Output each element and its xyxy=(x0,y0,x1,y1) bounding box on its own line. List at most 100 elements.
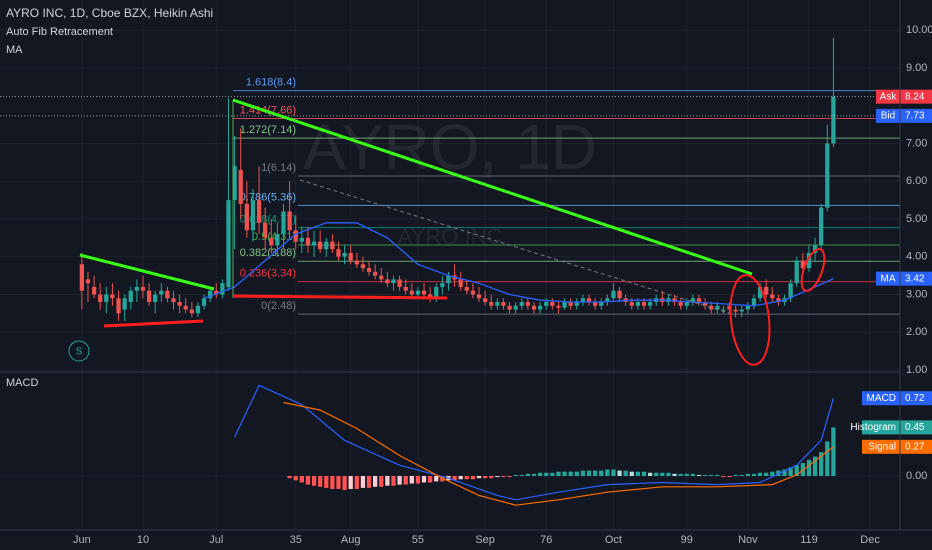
histogram-bar xyxy=(324,475,329,488)
histogram-bar xyxy=(354,475,359,489)
histogram-bar xyxy=(519,474,524,476)
fib-label: 0.236(3.34) xyxy=(240,268,296,280)
histogram-bar xyxy=(733,474,738,476)
candle-body xyxy=(812,245,818,253)
indicator-label[interactable]: Auto Fib Retracement xyxy=(6,26,113,38)
histogram-bar xyxy=(574,471,579,476)
indicator-value: 0.45 xyxy=(905,422,925,433)
candle-body xyxy=(531,305,537,310)
candle-body xyxy=(507,305,512,310)
candle-body xyxy=(385,279,390,284)
x-tick-label: Aug xyxy=(341,534,361,546)
candle-body xyxy=(819,207,824,246)
candle-body xyxy=(232,166,237,201)
candle-body xyxy=(171,298,176,303)
candle-body xyxy=(403,286,408,291)
candle-body xyxy=(177,302,182,306)
indicator-label[interactable]: MA xyxy=(6,44,23,56)
histogram-bar xyxy=(721,475,726,478)
histogram-bar xyxy=(415,475,421,484)
candle-body xyxy=(128,290,133,303)
x-tick-label: Jul xyxy=(209,534,223,546)
histogram-bar xyxy=(715,474,720,476)
candle-body xyxy=(201,298,207,306)
candle-body xyxy=(299,237,304,242)
y-tick-label: 1.00 xyxy=(906,364,927,376)
histogram-bar xyxy=(421,475,427,483)
drawings xyxy=(68,98,826,366)
marker-label[interactable]: S xyxy=(76,347,83,358)
indicator-box xyxy=(862,420,932,435)
histogram-bar xyxy=(428,475,433,483)
histogram-bar xyxy=(348,475,353,489)
candle-body xyxy=(764,286,769,295)
candle-body xyxy=(501,302,506,306)
candle-body xyxy=(324,241,329,250)
candle-body xyxy=(391,279,396,284)
candle-body xyxy=(293,230,298,242)
histogram-bar xyxy=(599,470,604,476)
candle-body xyxy=(580,298,586,303)
marker-icon[interactable] xyxy=(68,340,90,362)
trend-line xyxy=(232,294,448,300)
histogram-bar xyxy=(660,472,665,476)
histogram-bar xyxy=(623,470,628,476)
histogram-bar xyxy=(360,475,366,488)
quote-box xyxy=(876,271,932,286)
histogram-bar xyxy=(702,474,708,476)
candle-body xyxy=(397,279,402,287)
candle-body xyxy=(586,298,592,303)
histogram-bar xyxy=(684,473,689,476)
candle-body xyxy=(165,290,170,299)
candle-body xyxy=(806,252,812,269)
histogram-bar xyxy=(647,472,653,476)
y-tick-label: 10.00 xyxy=(906,24,932,36)
candle-body xyxy=(678,302,683,306)
histogram-bar xyxy=(366,475,372,488)
y-tick-label: 9.00 xyxy=(906,62,927,74)
histogram-bar xyxy=(495,475,500,478)
candle-body xyxy=(599,302,604,306)
x-tick-label: 10 xyxy=(137,534,149,546)
candle-body xyxy=(690,298,696,303)
candle-body xyxy=(519,302,524,306)
candle-body xyxy=(550,302,555,306)
highlight-ellipse xyxy=(729,274,771,366)
y-tick-label: 7.00 xyxy=(906,137,927,149)
x-tick-label: 55 xyxy=(412,534,424,546)
candle-body xyxy=(446,275,451,284)
indicator-name: Histogram xyxy=(850,422,896,433)
candle-body xyxy=(470,290,476,295)
histogram-bar xyxy=(568,471,573,476)
candle-body xyxy=(79,264,85,291)
candle-body xyxy=(629,302,634,306)
indicator-name: MACD xyxy=(867,393,896,404)
symbol-title[interactable]: AYRO INC, 1D, Cboe BZX, Heikin Ashi xyxy=(6,6,213,20)
candle-body xyxy=(568,302,573,306)
x-tick-label: 76 xyxy=(540,534,552,546)
highlight-ellipse xyxy=(800,248,826,292)
candle-body xyxy=(208,290,213,299)
candle-body xyxy=(513,305,518,310)
y-tick-label: 6.00 xyxy=(906,175,927,187)
histogram-bar xyxy=(819,452,824,476)
candle-body xyxy=(318,241,323,250)
histogram-bar xyxy=(544,472,549,476)
histogram-bar xyxy=(489,475,494,479)
trend-line xyxy=(232,98,753,276)
histogram-bar xyxy=(751,473,757,476)
histogram-bar xyxy=(470,475,476,480)
indicator-box xyxy=(862,439,932,454)
candle-body xyxy=(757,286,763,299)
histogram-bar xyxy=(825,441,830,476)
indicator-name: Signal xyxy=(868,441,896,452)
candle-body xyxy=(342,252,347,257)
histogram-bar xyxy=(305,475,311,485)
candle-body xyxy=(592,302,598,306)
histogram-bar xyxy=(678,473,683,476)
histogram-bar xyxy=(770,471,775,476)
macd-line xyxy=(234,384,834,501)
histogram-bar xyxy=(385,475,390,486)
histogram-bar xyxy=(311,475,317,486)
pane-title[interactable]: MACD xyxy=(6,377,38,389)
